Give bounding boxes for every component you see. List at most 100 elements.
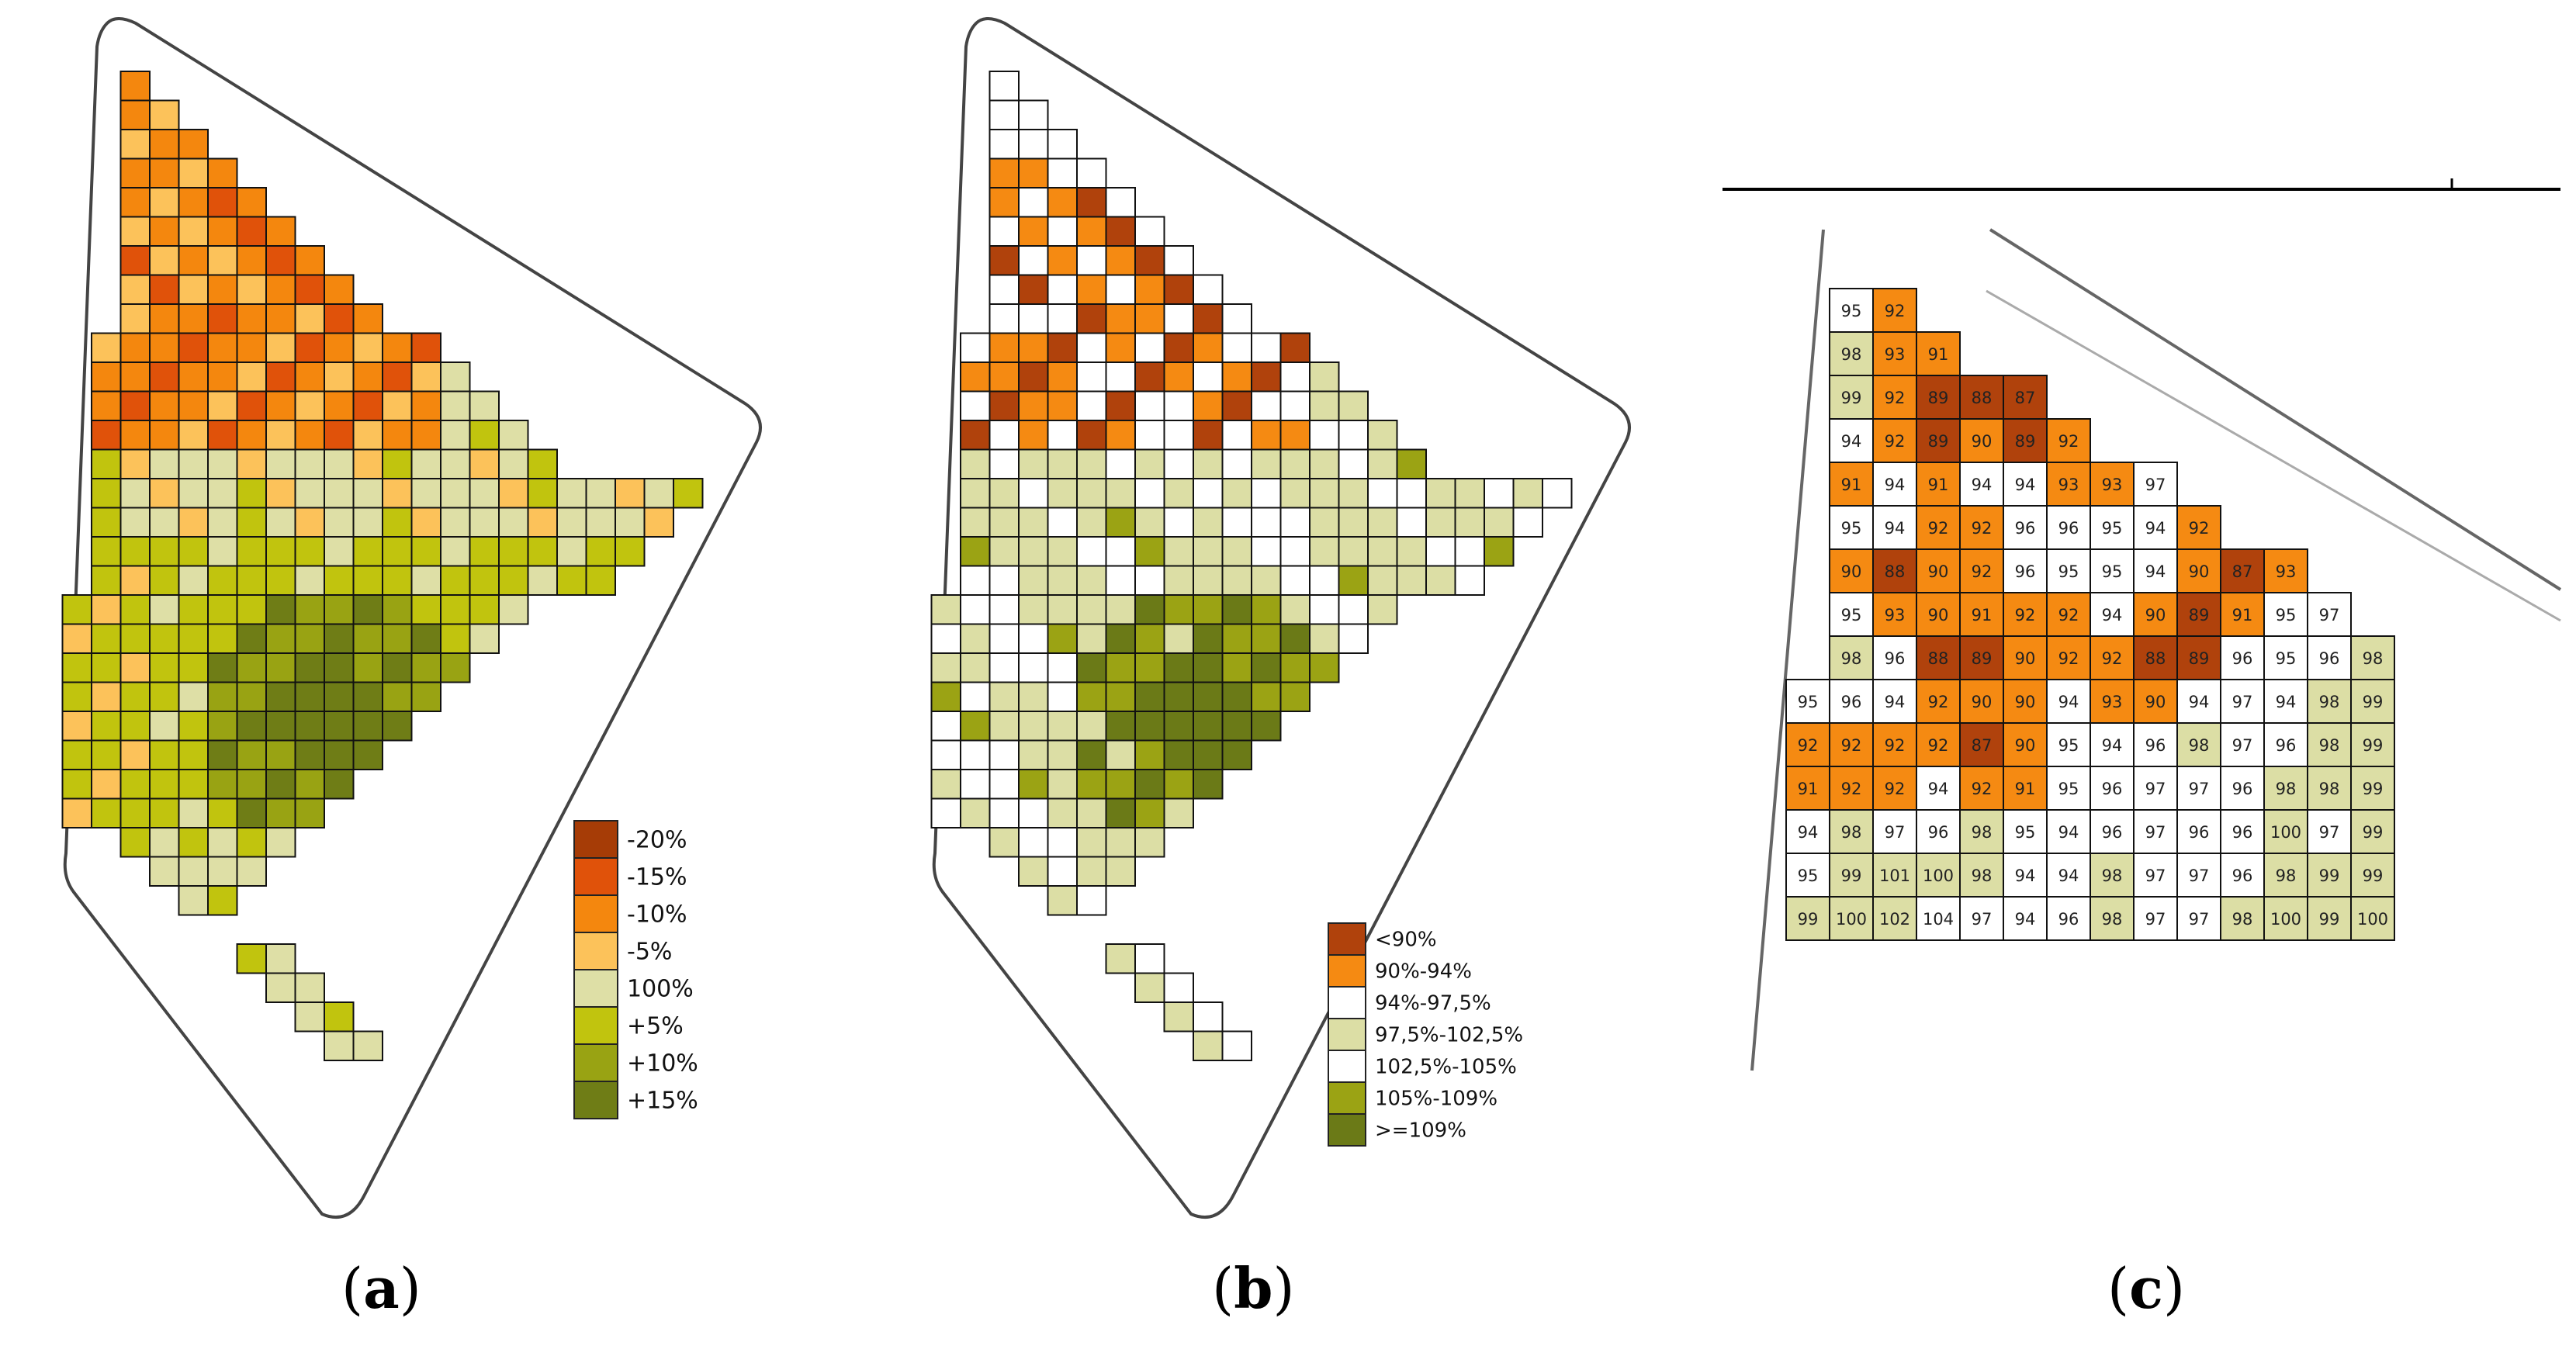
grid-cell — [1018, 565, 1049, 596]
grid-cell — [1018, 769, 1049, 800]
grid-cell — [1134, 623, 1165, 654]
grid-cell — [149, 623, 180, 654]
grid-cell — [989, 448, 1020, 479]
value-cell — [1872, 462, 1917, 507]
grid-cell — [498, 594, 529, 625]
grid-cell — [440, 594, 471, 625]
grid-cell — [410, 420, 441, 451]
grid-cell — [1193, 769, 1224, 800]
grid-cell — [1193, 652, 1224, 683]
grid-cell — [527, 507, 558, 538]
value-label: 95 — [2058, 736, 2079, 755]
value-label: 89 — [1928, 432, 1949, 451]
value-label: 94 — [2145, 562, 2166, 581]
grid-cell — [1454, 565, 1485, 596]
grid-cell — [382, 507, 413, 538]
grid-cell — [1134, 769, 1165, 800]
value-label: 92 — [2189, 519, 2210, 538]
grid-cell — [556, 536, 587, 567]
grid-cell — [1193, 681, 1224, 712]
grid-cell — [1047, 623, 1078, 654]
value-label: 94 — [1885, 693, 1906, 711]
grid-cell — [1134, 536, 1165, 567]
grid-cell — [1163, 972, 1194, 1003]
grid-cell — [1076, 739, 1107, 770]
value-label: 100 — [2270, 823, 2301, 842]
value-label: 90 — [2015, 693, 2036, 711]
grid-cell — [960, 420, 991, 451]
grid-cell — [324, 507, 355, 538]
grid-cell — [410, 681, 441, 712]
grid-cell — [1134, 681, 1165, 712]
grid-cell — [294, 420, 325, 451]
grid-cell — [989, 797, 1020, 828]
grid-cell — [207, 448, 238, 479]
grid-cell — [1018, 157, 1049, 189]
grid-cell — [469, 420, 500, 451]
grid-cell — [178, 739, 209, 770]
value-label: 97 — [2232, 693, 2253, 711]
grid-cell — [1251, 594, 1282, 625]
grid-cell — [119, 739, 151, 770]
grid-cell — [207, 739, 238, 770]
grid-cell — [989, 361, 1020, 393]
grid-cell — [91, 478, 122, 509]
grid-cell — [1105, 711, 1136, 742]
grid-cell — [1338, 594, 1369, 625]
grid-cell — [265, 943, 296, 974]
value-label: 93 — [2276, 562, 2297, 581]
legend-b-label-l90: <90% — [1375, 929, 1437, 952]
grid-cell — [989, 681, 1020, 712]
grid-cell — [1018, 681, 1049, 712]
grid-cell — [1338, 420, 1369, 451]
grid-cell — [119, 565, 151, 596]
grid-cell — [556, 565, 587, 596]
grid-cell — [1076, 797, 1107, 828]
grid-cell — [324, 1001, 355, 1033]
grid-cell — [61, 594, 92, 625]
grid-cell — [352, 652, 383, 683]
legend-a-swatch-m10 — [573, 894, 618, 933]
value-label: 99 — [2363, 867, 2384, 885]
grid-cell — [61, 623, 92, 654]
grid-cell — [1221, 536, 1252, 567]
value-label: 91 — [1798, 780, 1819, 798]
grid-cell — [61, 711, 92, 742]
grid-cell — [989, 827, 1020, 858]
grid-cell — [1105, 856, 1136, 887]
value-cell — [1959, 722, 2004, 767]
grid-cell — [960, 652, 991, 683]
grid-cell — [236, 274, 267, 305]
value-label: 94 — [1928, 780, 1949, 798]
grid-cell — [91, 594, 122, 625]
grid-cell — [1221, 681, 1252, 712]
grid-cell — [1047, 245, 1078, 276]
grid-cell — [1309, 420, 1340, 451]
grid-cell — [556, 478, 587, 509]
value-cell — [1785, 809, 1830, 854]
value-label: 97 — [2145, 823, 2166, 842]
grid-cell — [989, 536, 1020, 567]
grid-cell — [1076, 594, 1107, 625]
value-label: 97 — [2319, 823, 2340, 842]
value-label: 96 — [2189, 823, 2210, 842]
value-label: 89 — [2189, 606, 2210, 624]
grid-cell — [1251, 652, 1282, 683]
grid-cell — [1163, 623, 1194, 654]
grid-cell — [440, 623, 471, 654]
grid-cell — [178, 157, 209, 189]
value-label: 96 — [2058, 910, 2079, 929]
value-label: 90 — [2015, 649, 2036, 668]
grid-cell — [989, 652, 1020, 683]
grid-cell — [1425, 478, 1456, 509]
grid-cell — [1076, 565, 1107, 596]
grid-cell — [119, 274, 151, 305]
value-label: 92 — [1928, 519, 1949, 538]
grid-cell — [1279, 681, 1311, 712]
value-label: 94 — [1972, 476, 1993, 494]
grid-cell — [178, 652, 209, 683]
grid-cell — [119, 361, 151, 393]
grid-cell — [1018, 216, 1049, 247]
grid-cell — [178, 856, 209, 887]
grid-cell — [1367, 594, 1398, 625]
